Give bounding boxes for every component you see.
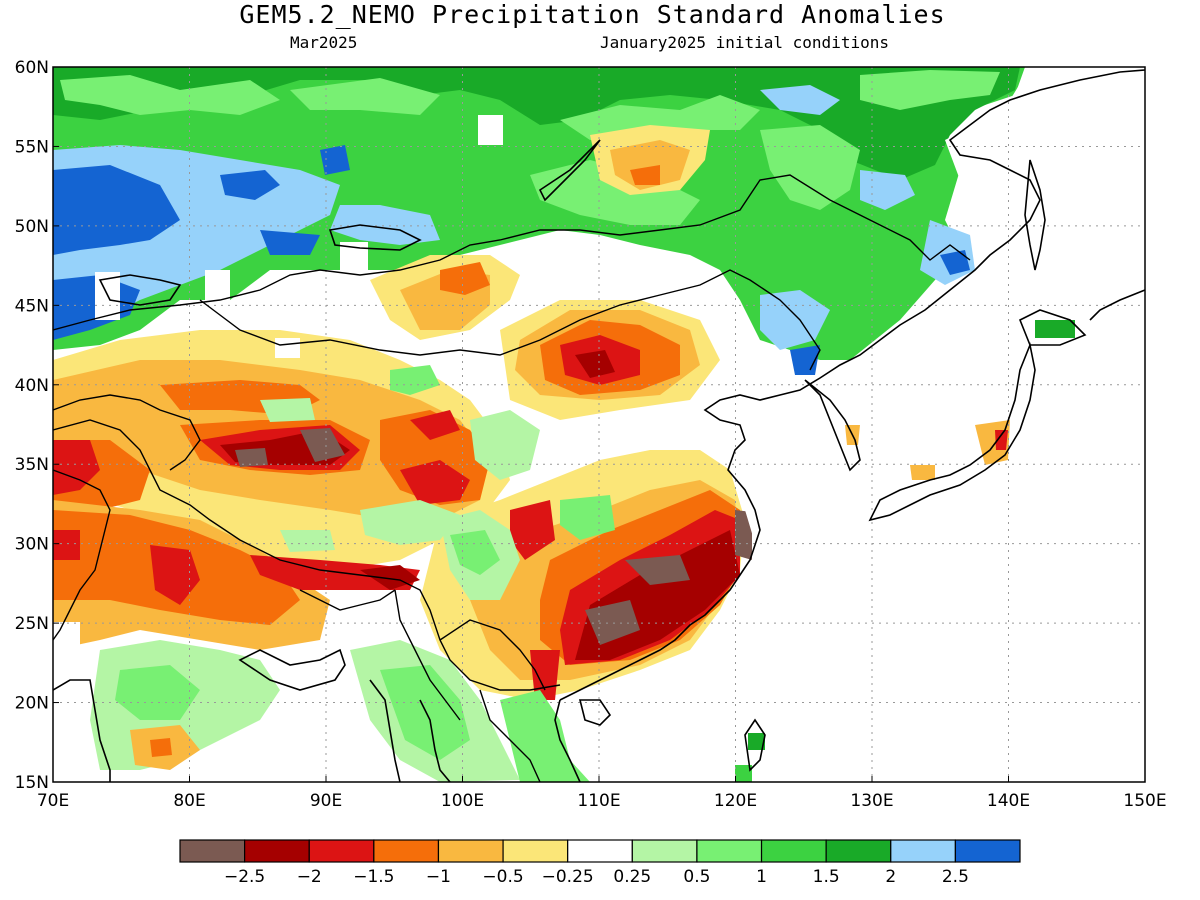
- map-title: GEM5.2_NEMO Precipitation Standard Anoma…: [239, 0, 946, 29]
- latitude-tick-label: 25N: [15, 614, 49, 634]
- longitude-tick-label: 90E: [310, 791, 342, 811]
- colorbar-swatch: [308, 839, 375, 863]
- longitude-tick-label: 80E: [173, 791, 205, 811]
- colorbar-swatch: [567, 839, 633, 863]
- colorbar-tick-label: 2: [885, 867, 896, 887]
- colorbar-swatch: [696, 839, 763, 863]
- colorbar-swatch: [825, 839, 892, 863]
- latitude-tick-label: 30N: [15, 535, 49, 555]
- longitude-tick-label: 70E: [37, 791, 69, 811]
- longitude-tick-label: 150E: [1123, 791, 1166, 811]
- valid-month: Mar2025: [290, 33, 358, 52]
- colorbar-swatch: [373, 839, 440, 863]
- latitude-tick-label: 60N: [15, 58, 49, 78]
- colorbar-tick-label: −1: [426, 867, 451, 887]
- colorbar-swatch: [244, 839, 310, 863]
- country-borders: [53, 174, 971, 782]
- coastlines: [53, 69, 1145, 782]
- latitude-tick-label: 45N: [15, 296, 49, 316]
- latitude-tick-label: 40N: [15, 376, 49, 396]
- colorbar-swatch: [890, 839, 956, 863]
- init-conditions: January2025 initial conditions: [600, 33, 889, 52]
- colorbar-swatch: [437, 839, 504, 863]
- colorbar-swatch: [631, 839, 698, 863]
- longitude-tick-label: 120E: [714, 791, 757, 811]
- colorbar-swatch: [954, 839, 1021, 863]
- colorbar: −2.5 −2 −1.5 −1 −0.5 −0.25 0.25 0.5 1 1.5 2 2.5: [179, 839, 1021, 887]
- colorbar-swatch: [760, 839, 827, 863]
- colorbar-swatch: [179, 839, 246, 863]
- colorbar-tick-label: −0.25: [542, 867, 594, 887]
- latitude-tick-label: 35N: [15, 455, 49, 475]
- colorbar-tick-label: 1: [756, 867, 767, 887]
- colorbar-tick-label: 2.5: [942, 867, 969, 887]
- longitude-tick-label: 130E: [850, 791, 893, 811]
- longitude-tick-label: 100E: [441, 791, 484, 811]
- longitude-tick-label: 140E: [987, 791, 1030, 811]
- colorbar-tick-label: −0.5: [482, 867, 523, 887]
- longitude-axis: 70E 80E 90E 100E 110E 120E 130E 140E 150E: [37, 776, 1167, 811]
- latitude-tick-label: 50N: [15, 217, 49, 237]
- latitude-axis: 15N 20N 25N 30N 35N 40N 45N 50N 55N 60N: [15, 58, 59, 793]
- colorbar-tick-label: 1.5: [813, 867, 840, 887]
- anomaly-field: [53, 67, 1145, 782]
- latitude-tick-label: 20N: [15, 694, 49, 714]
- latitude-tick-label: 15N: [15, 773, 49, 793]
- colorbar-tick-label: 0.25: [613, 867, 651, 887]
- longitude-tick-label: 110E: [577, 791, 620, 811]
- colorbar-swatch: [502, 839, 569, 863]
- colorbar-tick-label: 0.5: [683, 867, 710, 887]
- colorbar-tick-label: −2.5: [224, 867, 265, 887]
- latitude-tick-label: 55N: [15, 137, 49, 157]
- colorbar-tick-label: −1.5: [353, 867, 394, 887]
- colorbar-tick-label: −2: [297, 867, 322, 887]
